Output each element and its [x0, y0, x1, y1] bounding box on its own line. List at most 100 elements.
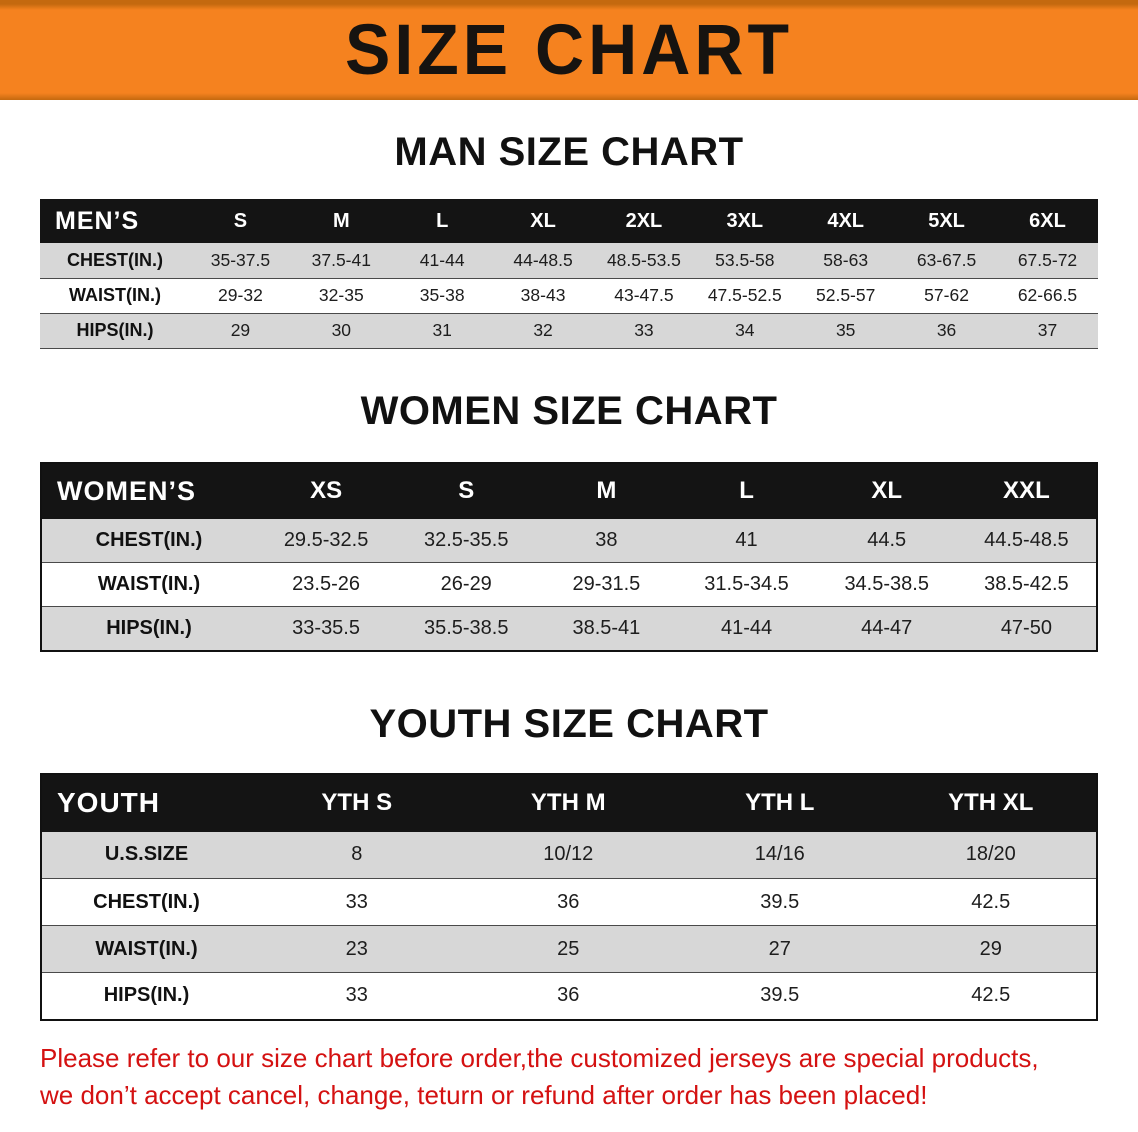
- size-value-cell: 23: [345, 937, 368, 960]
- size-column-header: YTH XL: [885, 773, 1097, 832]
- size-value-cell: 32.5-35.5: [423, 528, 509, 551]
- youth-size-table: YOUTH YTH S YTH M YTH L YTH XL U.S.SIZE 8 10/12…: [40, 772, 1098, 1021]
- size-value-cell: 38.5-41: [572, 616, 641, 639]
- size-column-header: S: [190, 199, 291, 243]
- size-value-cell: 10/12: [543, 843, 594, 866]
- women-size-table: WOMEN’S XS S M L XL XXL CHEST(IN.) 29.5-32.5 32.5…: [40, 461, 1098, 652]
- table-row: CHEST(IN.) 33 36 39.5 42.5: [41, 878, 1097, 926]
- size-value-cell: 23.5-26: [292, 573, 360, 595]
- size-value-cell: 36: [557, 890, 580, 913]
- table-header-row: YOUTH YTH S YTH M YTH L YTH XL: [41, 773, 1097, 832]
- size-value-cell: 42.5: [971, 984, 1011, 1007]
- size-value-cell: 41-44: [720, 616, 773, 639]
- size-value-cell: 39.5: [760, 984, 800, 1007]
- page-title: SIZE CHART: [345, 10, 793, 90]
- size-value-cell: 47-50: [1000, 616, 1052, 639]
- table-row: HIPS(IN.) 33-35.5 35.5-38.5 38.5-41 41-44 44-…: [41, 606, 1097, 651]
- row-label: WAIST(IN.): [97, 573, 201, 595]
- size-value-cell: 35: [835, 320, 856, 340]
- youth-size-chart-section: YOUTH SIZE CHART YOUTH YTH S YTH M YTH L YTH…: [0, 702, 1138, 1021]
- notice-line-2: we don’t accept cancel, change, teturn o…: [40, 1079, 928, 1110]
- table-row: CHEST(IN.) 35-37.5 37.5-41 41-44 44-48.5 48.5…: [40, 243, 1098, 278]
- size-value-cell: 34.5-38.5: [844, 573, 929, 595]
- men-size-chart-section: MAN SIZE CHART MEN’S S M L XL 2XL 3XL 4XL 5XL 6XL…: [0, 130, 1138, 349]
- men-size-table: MEN’S S M L XL 2XL 3XL 4XL 5XL 6XL CHEST(IN.) 35-37…: [40, 199, 1098, 349]
- size-value-cell: 34: [735, 320, 755, 340]
- notice-line-1: Please refer to our size chart before or…: [40, 1042, 1039, 1073]
- size-value-cell: 31.5-34.5: [704, 573, 789, 595]
- size-value-cell: 35.5-38.5: [423, 616, 509, 639]
- size-value-cell: 36: [936, 320, 957, 340]
- table-corner-label: MEN’S: [40, 199, 190, 243]
- size-value-cell: 42.5: [971, 890, 1011, 913]
- size-value-cell: 31: [432, 320, 452, 340]
- size-value-cell: 33: [345, 890, 368, 913]
- table-header-row: MEN’S S M L XL 2XL 3XL 4XL 5XL 6XL: [40, 199, 1098, 243]
- size-column-header: 2XL: [593, 199, 695, 243]
- size-value-cell: 29-32: [218, 285, 263, 305]
- size-value-cell: 63-67.5: [916, 249, 977, 270]
- size-value-cell: 44.5-48.5: [984, 528, 1069, 551]
- size-value-cell: 48.5-53.5: [606, 249, 681, 270]
- size-column-header: 3XL: [694, 199, 796, 243]
- size-value-cell: 44.5: [867, 528, 907, 551]
- size-value-cell: 29: [230, 320, 251, 340]
- row-label: CHEST(IN.): [67, 249, 163, 270]
- row-label: WAIST(IN.): [69, 285, 161, 305]
- men-section-heading: MAN SIZE CHART: [394, 130, 744, 174]
- size-value-cell: 35-38: [419, 285, 465, 305]
- size-value-cell: 44-47: [861, 616, 913, 639]
- size-value-cell: 25: [557, 937, 580, 960]
- row-label: HIPS(IN.): [76, 320, 154, 340]
- size-value-cell: 14/16: [754, 843, 805, 866]
- size-column-header: L: [391, 199, 493, 243]
- size-value-cell: 18/20: [965, 843, 1016, 866]
- size-value-cell: 43-47.5: [614, 285, 674, 305]
- size-value-cell: 36: [557, 984, 580, 1007]
- size-column-header: 6XL: [997, 199, 1098, 243]
- size-value-cell: 41: [735, 528, 758, 551]
- size-value-cell: 41-44: [419, 249, 465, 270]
- table-header-row: WOMEN’S XS S M L XL XXL: [41, 462, 1097, 519]
- size-value-cell: 38-43: [520, 285, 566, 305]
- size-value-cell: 44-48.5: [513, 249, 573, 270]
- table-row: WAIST(IN.) 23.5-26 26-29 29-31.5 31.5-34.5 34…: [41, 562, 1097, 607]
- size-value-cell: 27: [768, 937, 791, 960]
- size-value-cell: 58-63: [823, 249, 869, 270]
- size-value-cell: 33-35.5: [292, 616, 360, 639]
- row-label: CHEST(IN.): [93, 890, 200, 913]
- row-label: HIPS(IN.): [103, 984, 190, 1007]
- size-value-cell: 33: [634, 320, 654, 340]
- size-value-cell: 26-29: [440, 573, 492, 595]
- table-row: U.S.SIZE 8 10/12 14/16 18/20: [41, 831, 1097, 879]
- size-value-cell: 47.5-52.5: [707, 285, 782, 305]
- size-column-header: 5XL: [896, 199, 997, 243]
- size-value-cell: 29.5-32.5: [283, 528, 369, 551]
- size-column-header: YTH L: [674, 773, 886, 832]
- size-value-cell: 39.5: [760, 890, 800, 913]
- row-label: CHEST(IN.): [95, 528, 203, 551]
- size-value-cell: 53.5-58: [715, 249, 775, 270]
- size-value-cell: 38: [595, 528, 618, 551]
- size-column-header: XXL: [956, 462, 1097, 519]
- size-value-cell: 33: [345, 984, 368, 1007]
- size-column-header: YTH M: [462, 773, 674, 832]
- table-row: CHEST(IN.) 29.5-32.5 32.5-35.5 38 41 44.5 44.5…: [41, 518, 1097, 563]
- row-label: U.S.SIZE: [104, 843, 189, 866]
- size-column-header: S: [396, 462, 537, 519]
- youth-section-heading: YOUTH SIZE CHART: [369, 701, 769, 746]
- table-row: WAIST(IN.) 29-32 32-35 35-38 38-43 43-47.5 47.…: [40, 278, 1098, 313]
- size-value-cell: 37.5-41: [311, 249, 371, 270]
- table-row: HIPS(IN.) 29 30 31 32 33 34 35 36 37: [40, 313, 1098, 348]
- size-value-cell: 29-31.5: [572, 573, 641, 595]
- size-column-header: XL: [816, 462, 957, 519]
- size-column-header: M: [290, 199, 392, 243]
- size-value-cell: 32-35: [318, 285, 364, 305]
- women-size-chart-section: WOMEN SIZE CHART WOMEN’S XS S M L XL XXL CHEST(…: [0, 389, 1138, 652]
- size-value-cell: 29: [979, 937, 1002, 960]
- table-corner-label: WOMEN’S: [41, 462, 256, 519]
- table-row: WAIST(IN.) 23 25 27 29: [41, 925, 1097, 973]
- size-column-header: L: [676, 462, 817, 519]
- table-row: HIPS(IN.) 33 36 39.5 42.5: [41, 972, 1097, 1020]
- size-column-header: YTH S: [251, 773, 463, 832]
